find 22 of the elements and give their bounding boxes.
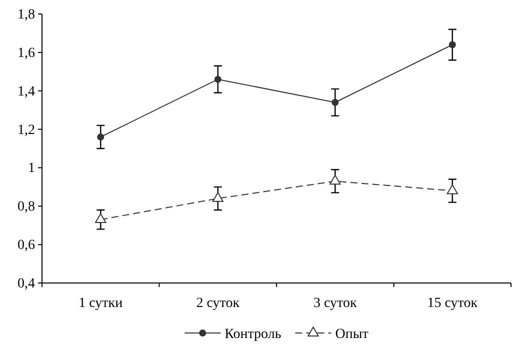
y-tick-label: 0,8: [18, 200, 35, 215]
point: [332, 98, 339, 106]
x-tick-label: 1 сутки: [78, 296, 124, 311]
y-tick-label: 1,6: [18, 46, 35, 61]
point: [330, 174, 341, 185]
x-tick-label: 3 суток: [313, 296, 357, 311]
y-tick-label: 0,6: [18, 238, 35, 254]
x-tick-label: 15 суток: [427, 296, 478, 311]
legend-label: Опыт: [335, 327, 368, 342]
y-tick-label: 1,2: [18, 122, 35, 138]
point: [448, 41, 456, 48]
y-tick-label: 1,8: [18, 7, 35, 22]
point: [95, 213, 106, 224]
point: [214, 76, 222, 83]
y-tick-label: 0,4: [18, 276, 35, 292]
legend-label: Контроль: [224, 327, 282, 342]
x-tick-label: 2 суток: [196, 296, 240, 311]
y-tick-label: 1: [28, 161, 35, 176]
point: [212, 192, 224, 202]
point: [97, 133, 104, 140]
point: [446, 184, 458, 194]
y-tick-label: 1,4: [18, 84, 35, 100]
